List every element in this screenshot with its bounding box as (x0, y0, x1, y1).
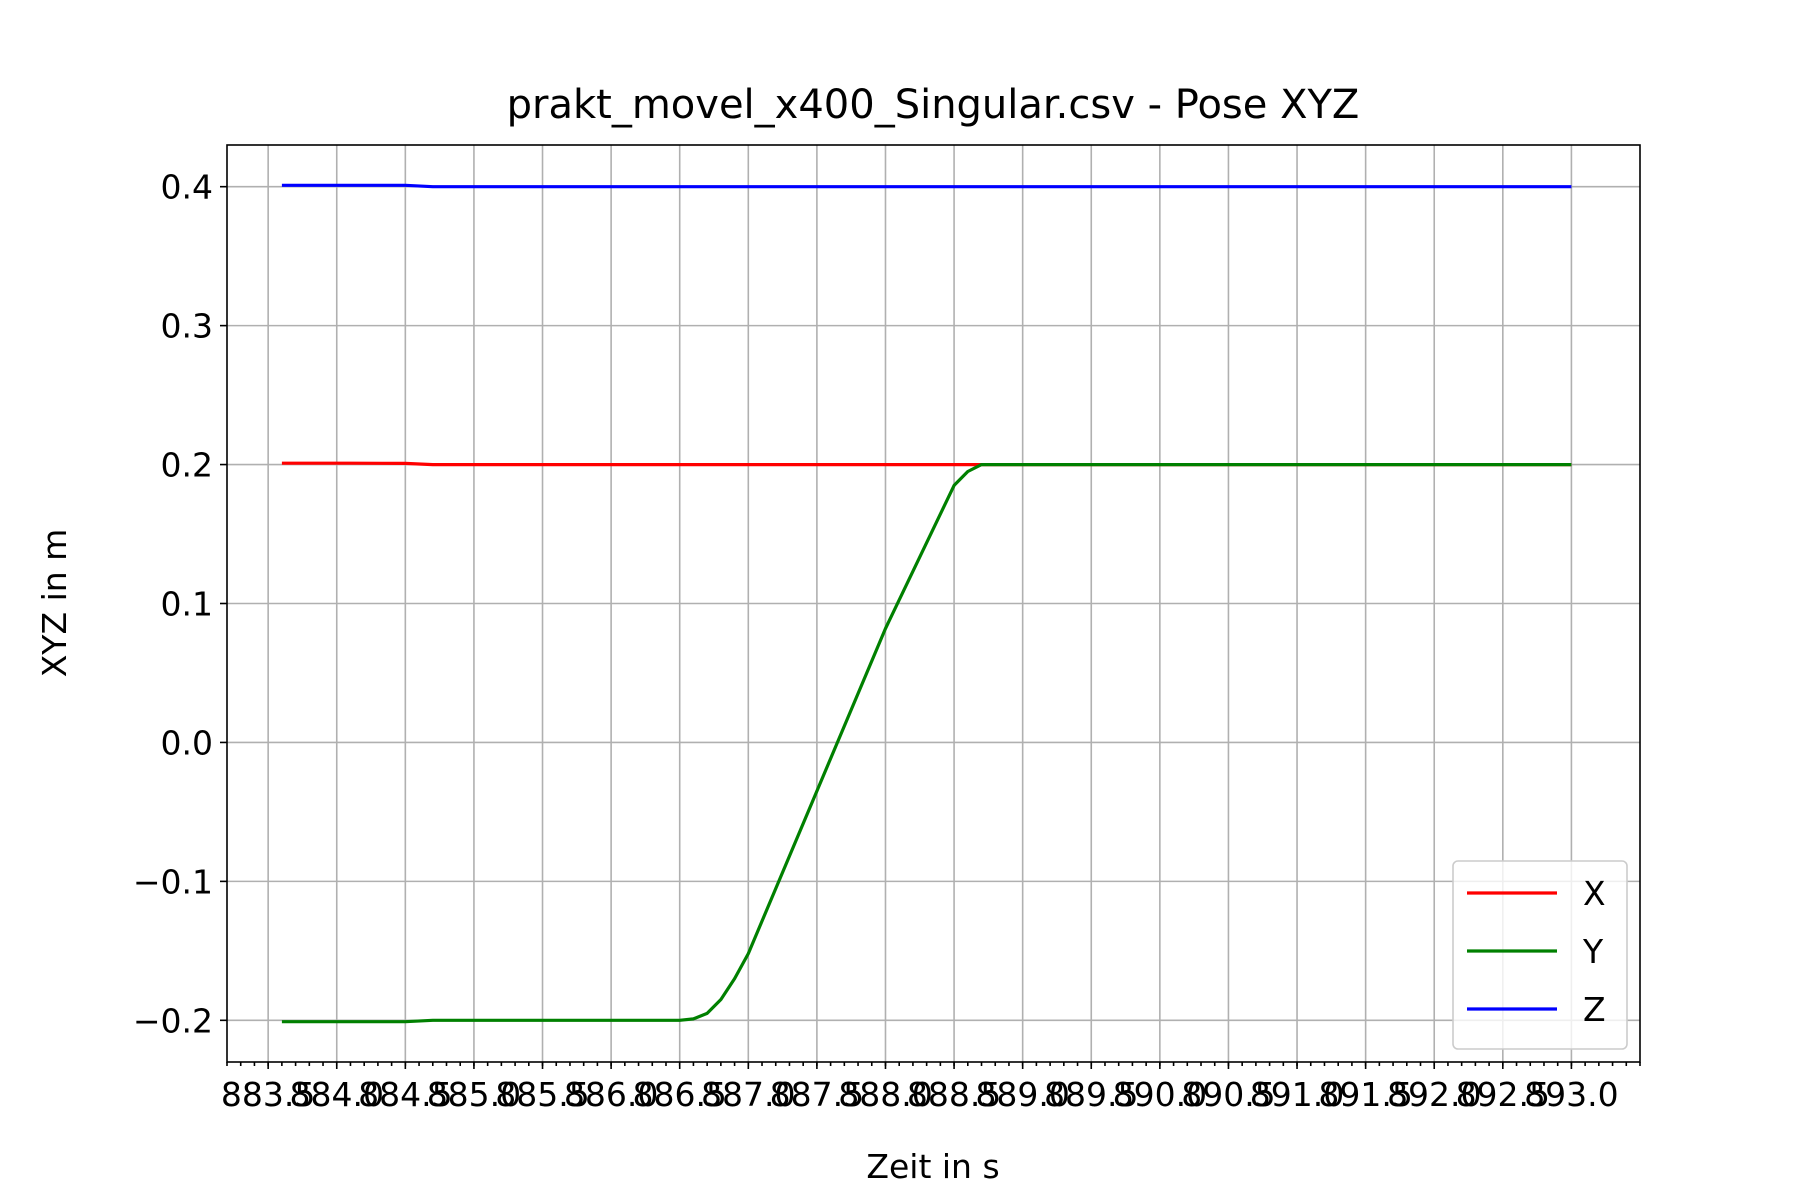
x-axis-label: Zeit in s (866, 1147, 999, 1186)
x-tick-label: 891.0 (1250, 1075, 1344, 1114)
x-tick-label: 893.0 (1524, 1075, 1618, 1114)
series-lines (281, 183, 1572, 1024)
x-tick-label: 890.5 (1181, 1075, 1275, 1114)
x-tick-label: 889.5 (1044, 1075, 1138, 1114)
legend-label-z: Z (1583, 990, 1606, 1029)
x-tick-label: 892.5 (1456, 1075, 1550, 1114)
x-tick-label: 883.5 (221, 1075, 315, 1114)
chart-title: prakt_movel_x400_Singular.csv - Pose XYZ (507, 82, 1360, 128)
legend-label-y: Y (1582, 932, 1604, 971)
x-tick-label: 886.5 (632, 1075, 726, 1114)
x-tick-label: 885.0 (427, 1075, 521, 1114)
x-tick-label: 888.5 (907, 1075, 1001, 1114)
x-tick-label: 890.0 (1113, 1075, 1207, 1114)
y-tick-label: 0.1 (161, 585, 213, 624)
x-tick-label: 888.0 (838, 1075, 932, 1114)
y-tick-label: 0.3 (161, 307, 213, 346)
legend-box (1452, 860, 1628, 1050)
x-tick-label: 886.0 (564, 1075, 658, 1114)
x-tick-label: 884.5 (358, 1075, 452, 1114)
ticks: 883.5884.0884.5885.0885.5886.0886.5887.0… (133, 168, 1641, 1114)
legend-label-x: X (1583, 874, 1606, 913)
y-tick-label: 0.0 (161, 723, 213, 762)
x-tick-label: 889.0 (975, 1075, 1069, 1114)
series-line-z (281, 183, 1572, 189)
x-tick-label: 892.0 (1387, 1075, 1481, 1114)
y-tick-label: −0.1 (133, 862, 213, 901)
legend: XYZ (1452, 860, 1628, 1050)
series-line-y (281, 463, 1572, 1024)
x-tick-label: 887.0 (701, 1075, 795, 1114)
x-tick-label: 887.5 (770, 1075, 864, 1114)
x-tick-label: 884.0 (290, 1075, 384, 1114)
y-axis-label: XYZ in m (35, 529, 74, 678)
x-tick-label: 891.5 (1318, 1075, 1412, 1114)
y-tick-label: −0.2 (133, 1001, 213, 1040)
x-tick-label: 885.5 (495, 1075, 589, 1114)
y-tick-label: 0.4 (161, 168, 213, 207)
y-tick-label: 0.2 (161, 446, 213, 485)
